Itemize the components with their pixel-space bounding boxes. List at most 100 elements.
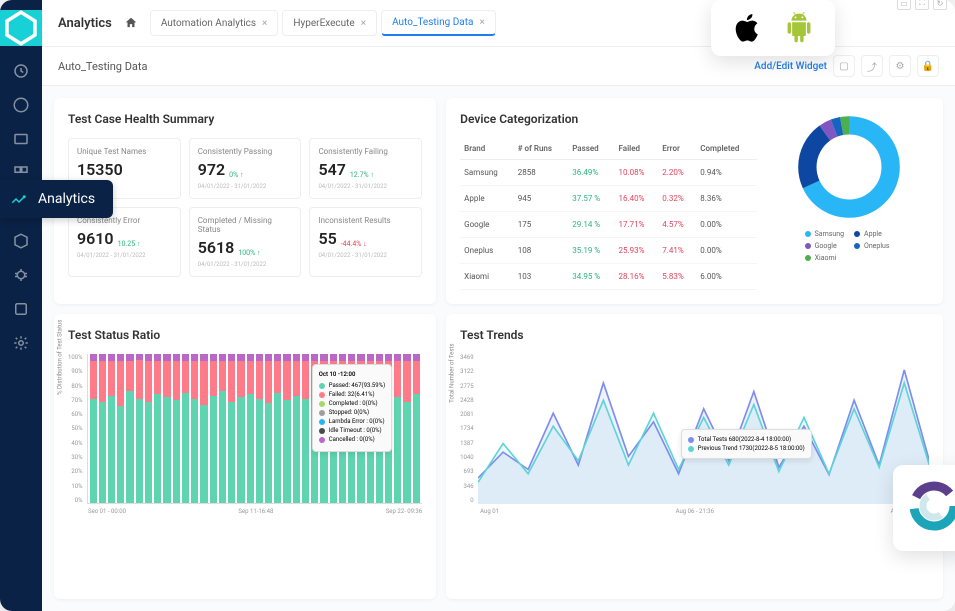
tooltip-row: Total Tests 680(2022-8-4 18:00:00) [688,436,805,443]
stat-delta: 12.7% ↑ [350,171,374,179]
tab[interactable]: HyperExecute× [282,10,377,36]
stacked-bar[interactable] [200,354,207,503]
legend-dot [854,231,860,237]
stacked-bar[interactable] [191,354,198,503]
close-icon[interactable]: × [361,18,366,29]
stacked-bar[interactable] [394,354,401,503]
stacked-bar[interactable] [163,354,170,503]
stacked-bar[interactable] [237,354,244,503]
stacked-bar[interactable] [256,354,263,503]
column-header: Passed [568,138,614,160]
stacked-bar[interactable] [136,354,143,503]
breadcrumb: Auto_Testing Data [58,60,148,73]
stat-box: Inconsistent Results 55-44.4% ↓ 04/01/20… [309,207,422,277]
column-header: Failed [615,138,659,160]
tooltip-row: Failed: 32(6.41%) [319,391,385,398]
column-header: # of Runs [514,138,568,160]
stacked-bar[interactable] [274,354,281,503]
home-icon[interactable] [124,16,138,30]
stat-delta: 100% ↑ [238,249,260,257]
dashboard-btn[interactable]: ▢ [833,55,855,77]
dashboard-icon[interactable] [12,62,30,80]
legend-item: Google [805,242,844,250]
stat-value: 55-44.4% ↓ [318,229,413,248]
stacked-bar[interactable] [265,354,272,503]
settings-btn[interactable]: ⚙ [889,55,911,77]
stat-value: 9720% ↑ [198,160,293,179]
tooltip-row: Lambda Error : 0(0%) [319,418,385,425]
bug-icon[interactable] [12,266,30,284]
stat-label: Completed / Missing Status [198,216,293,234]
legend-label: Google [815,242,837,250]
box-icon[interactable] [12,232,30,250]
legend-label: Samsung [815,230,844,238]
logo[interactable] [0,10,42,46]
stacked-bar[interactable] [302,354,309,503]
stat-date: 04/01/2022 - 31/01/2022 [318,252,413,259]
tab[interactable]: Automation Analytics× [150,10,279,36]
stacked-bar[interactable] [403,354,410,503]
android-icon [785,12,813,44]
tab[interactable]: Auto_Testing Data× [381,10,496,36]
stat-delta: 10.25 ↑ [118,240,141,248]
donut-chart [794,112,904,222]
platform-logos [711,0,835,56]
table-row: Xiaomi10334.95 %28.16%5.83%6.00% [460,264,757,290]
stacked-bar[interactable] [293,354,300,503]
table-row: Google17529.14 %17.71%4.57%0.00% [460,212,757,238]
legend-dot [854,243,860,249]
stat-date: 04/01/2022 - 31/01/2022 [198,183,293,190]
legend-label: Apple [864,230,882,238]
stacked-bar[interactable] [90,354,97,503]
stacked-bar[interactable] [154,354,161,503]
window-icon[interactable] [12,130,30,148]
layers-icon[interactable] [12,300,30,318]
stacked-bar[interactable] [108,354,115,503]
close-icon[interactable]: × [479,17,484,28]
gear-icon[interactable] [12,334,30,352]
stacked-bar[interactable] [210,354,217,503]
stacked-bar[interactable] [99,354,106,503]
stat-delta: 0% ↑ [229,171,243,179]
ratio-title: Test Status Ratio [68,328,160,342]
lock-btn[interactable]: 🔒 [917,55,939,77]
ratio-card: Test Status Ratio ▭⛶↻ % Distribution of … [54,314,436,599]
stacked-bar[interactable] [283,354,290,503]
stat-value: 5618100% ↑ [198,238,293,257]
stacked-bar[interactable] [173,354,180,503]
stacked-bar[interactable] [228,354,235,503]
clock-icon[interactable] [12,96,30,114]
stacked-bar[interactable] [413,354,420,503]
apple-icon [733,12,761,44]
tooltip-row: Stopped: 0(0%) [319,409,385,416]
stacked-bar[interactable] [145,354,152,503]
legend-dot [805,243,811,249]
legend-item: Apple [854,230,893,238]
stacked-bar[interactable] [126,354,133,503]
stacked-bar[interactable] [219,354,226,503]
main-content: Analytics Automation Analytics×HyperExec… [42,0,955,611]
close-icon[interactable]: × [262,18,267,29]
stacked-bar[interactable] [182,354,189,503]
page-title: Analytics [58,16,112,31]
table-row: Apple94537.57 %16.40%0.32%8.36% [460,186,757,212]
legend-item: Xiaomi [805,254,844,262]
stat-label: Consistently Passing [198,147,293,156]
stat-box: Consistently Failing 54712.7% ↑ 04/01/20… [309,138,422,199]
add-widget-link[interactable]: Add/Edit Widget [754,61,827,72]
share-btn[interactable]: ⤴ [861,55,883,77]
tabs: Automation Analytics×HyperExecute×Auto_T… [150,10,496,36]
legend-label: Oneplus [864,242,890,250]
stacked-bar[interactable] [117,354,124,503]
trend-icon [10,190,28,208]
stat-box: Consistently Passing 9720% ↑ 04/01/2022 … [189,138,302,199]
stat-date: 04/01/2022 - 31/01/2022 [198,261,293,268]
device-card: Device Categorization Brand# of RunsPass… [446,98,943,304]
legend-dot [805,231,811,237]
tooltip-row: Idle Timeout : 0(0%) [319,427,385,434]
stat-delta: -44.4% ↓ [341,240,367,248]
stacked-bar[interactable] [247,354,254,503]
column-header: Brand [460,138,514,160]
stat-value: 15350 [77,160,172,179]
table-row: Samsung285836.49%10.08%2.20%0.94% [460,160,757,186]
